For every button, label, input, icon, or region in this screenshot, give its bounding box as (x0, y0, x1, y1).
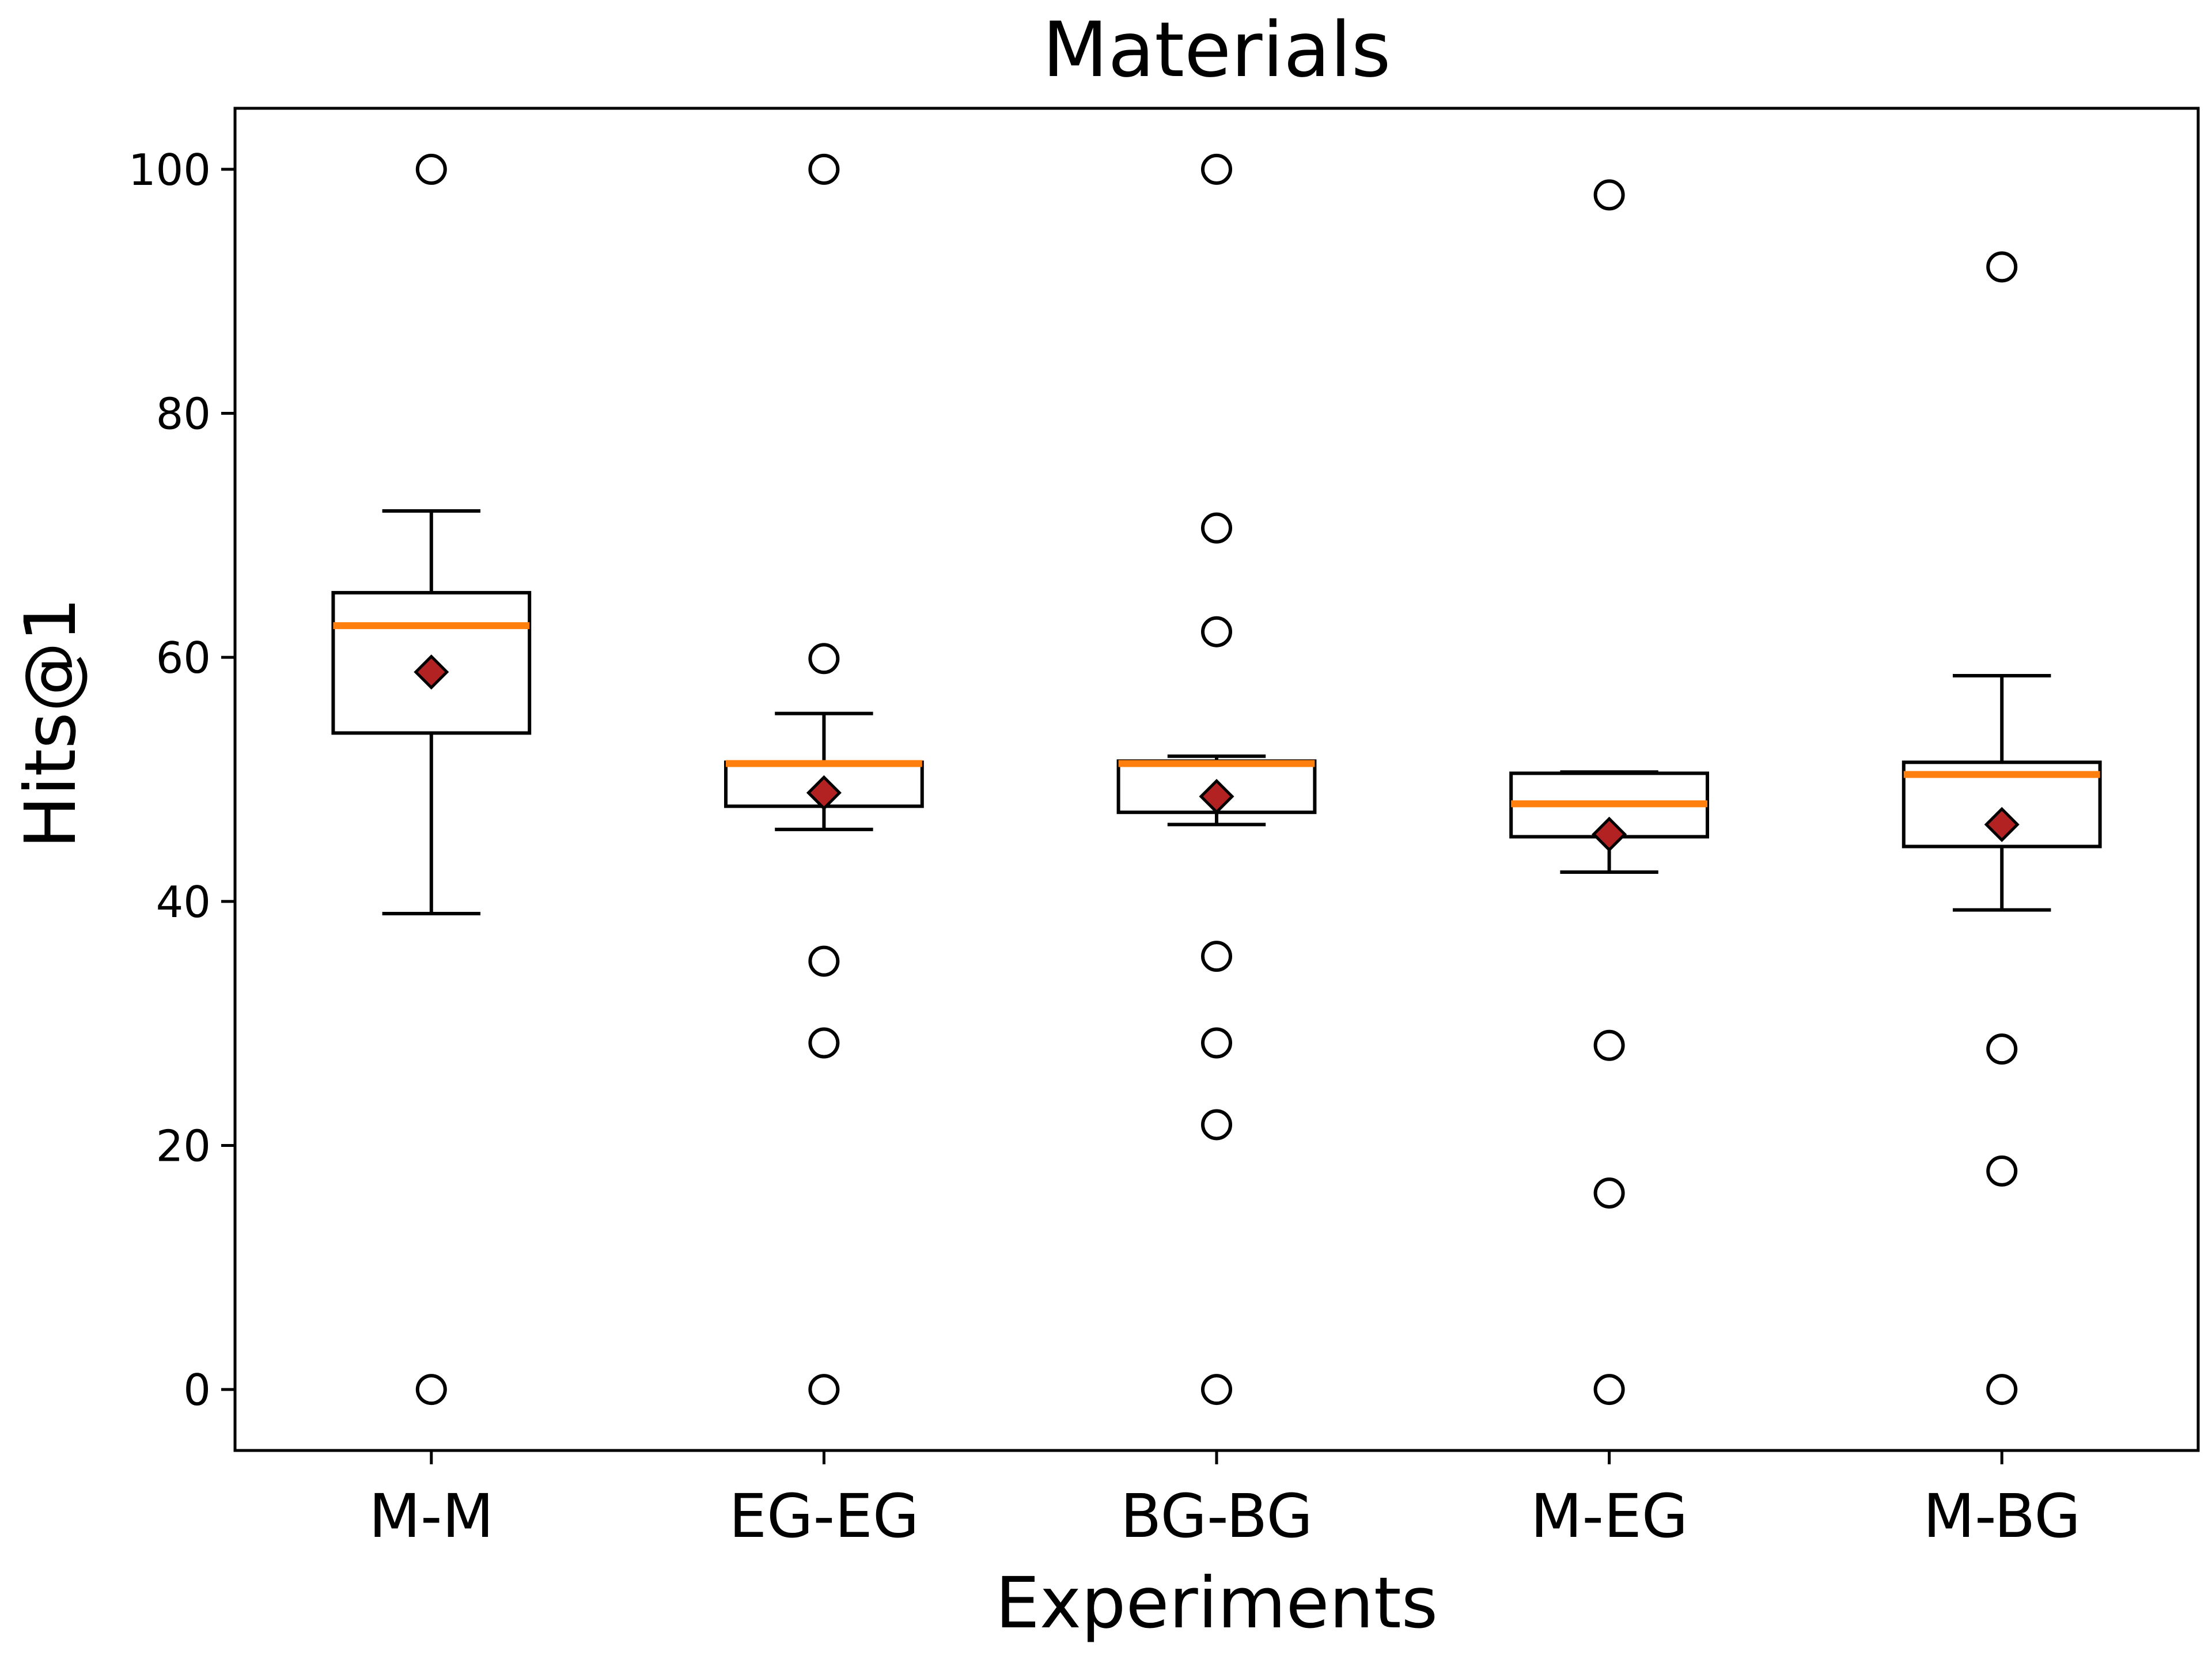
boxes-layer (331, 153, 2102, 1406)
y-tick-label: 20 (156, 1120, 211, 1171)
mean-marker (806, 775, 842, 810)
mean-marker (414, 654, 449, 690)
box-group-M-EG (1509, 179, 1709, 1406)
y-tick-label: 0 (183, 1365, 211, 1415)
box-group-M-M (331, 153, 532, 1406)
y-axis: 0 20 40 60 80 100 (128, 145, 235, 1415)
outlier-point (1201, 1109, 1232, 1141)
outlier-point (1986, 251, 2018, 283)
mean-marker (1984, 806, 2020, 842)
plot-area-frame (233, 107, 2200, 1452)
mean-marker (1592, 816, 1627, 852)
outlier-point (808, 945, 840, 977)
y-axis-label: Hits@1 (10, 597, 92, 849)
chart-title: Materials (1042, 6, 1391, 94)
outlier-point (1986, 1033, 2018, 1065)
y-tick-label: 40 (156, 877, 211, 927)
outlier-point (808, 1374, 840, 1406)
outlier-point (1201, 1374, 1232, 1406)
outlier-point (1201, 153, 1232, 185)
outlier-point (1593, 179, 1625, 211)
outlier-point (1201, 616, 1232, 647)
outlier-point (808, 1027, 840, 1059)
outlier-point (808, 643, 840, 675)
outlier-point (415, 1374, 447, 1406)
outlier-point (1201, 1027, 1232, 1059)
outlier-point (808, 153, 840, 185)
x-tick-label: M-M (369, 1481, 494, 1551)
y-tick-label: 60 (156, 632, 211, 683)
outlier-point (1201, 941, 1232, 972)
y-tick-label: 80 (156, 389, 211, 440)
box-group-BG-BG (1116, 153, 1317, 1406)
outlier-point (1201, 512, 1232, 544)
x-axis-label: Experiments (995, 1562, 1438, 1644)
outlier-point (1986, 1374, 2018, 1406)
outlier-point (1593, 1177, 1625, 1209)
outlier-point (1593, 1029, 1625, 1061)
x-tick-label: M-EG (1531, 1481, 1688, 1551)
x-axis: M-M EG-EG BG-BG M-EG M-BG (369, 1450, 2081, 1551)
box-group-EG-EG (724, 153, 924, 1406)
outlier-point (1593, 1374, 1625, 1406)
x-tick-label: EG-EG (729, 1481, 919, 1551)
y-tick-label: 100 (128, 145, 211, 195)
x-tick-label: BG-BG (1120, 1481, 1313, 1551)
mean-marker (1199, 779, 1234, 815)
outlier-point (1986, 1155, 2018, 1187)
box-group-M-BG (1902, 251, 2102, 1406)
x-tick-label: M-BG (1923, 1481, 2081, 1551)
outlier-point (415, 153, 447, 185)
